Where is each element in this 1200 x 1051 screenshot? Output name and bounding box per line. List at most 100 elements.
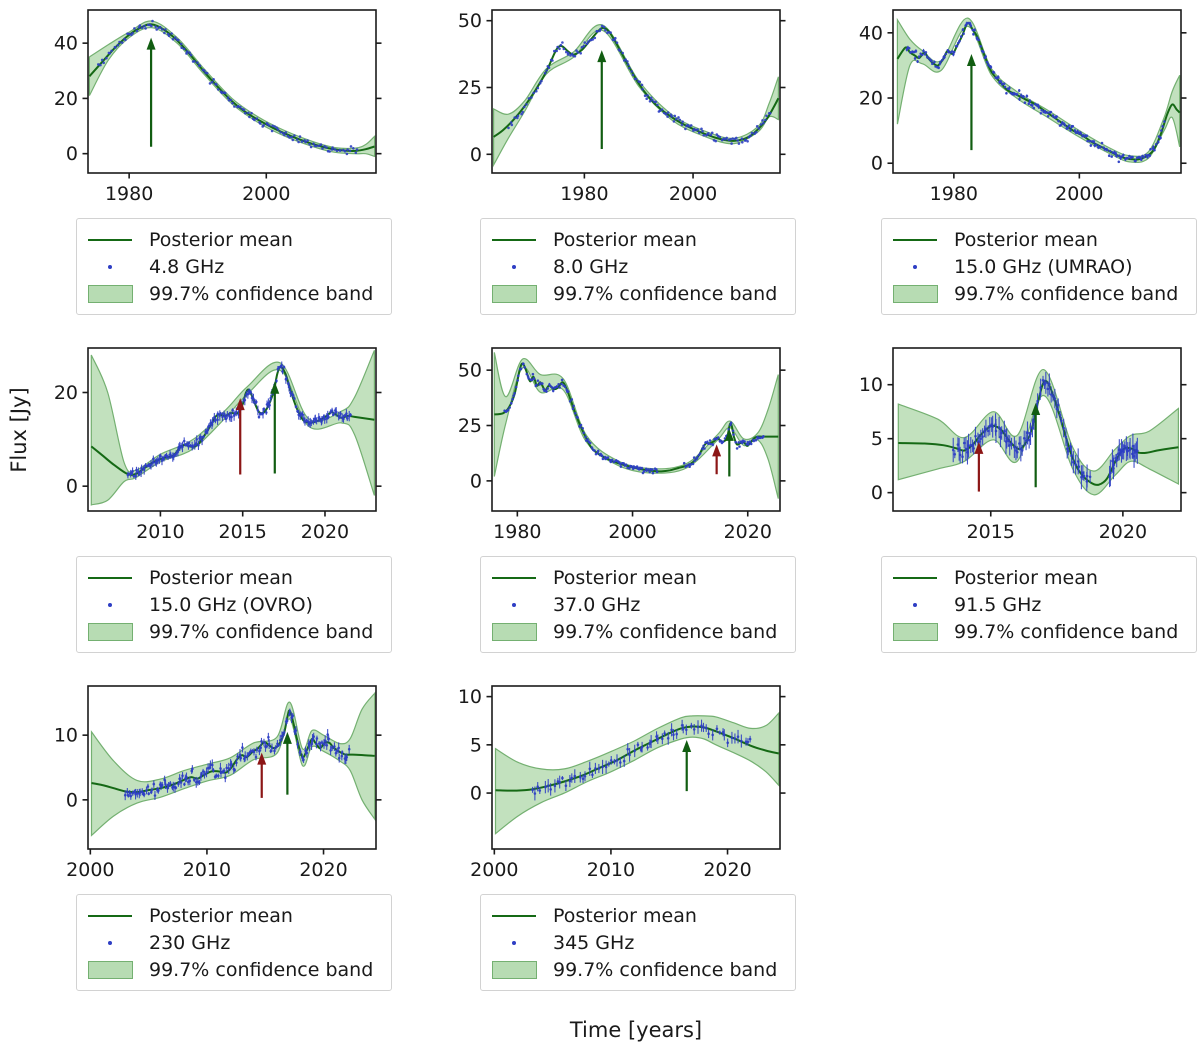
posterior-mean-line-swatch: [88, 576, 132, 579]
legend-label: 91.5 GHz: [954, 593, 1042, 616]
axis-ticks: 1980 2000 0 25 50: [458, 10, 786, 205]
axis-ticks: 2015 2020 0 5 10: [859, 374, 1187, 543]
flare-arrow-green: [282, 731, 292, 795]
confidence-band: [493, 352, 779, 499]
legend: Posterior mean 4.8 GHz 99.7% confidence ba…: [76, 218, 392, 315]
legend-label: 99.7% confidence band: [149, 620, 374, 643]
legend-label: Posterior mean: [149, 566, 293, 589]
x-tick-label: 1980: [560, 183, 608, 205]
flare-arrow-red: [712, 444, 722, 475]
y-tick-label: 0: [470, 144, 482, 166]
x-tick-label: 2000: [470, 859, 518, 881]
scatter-points: [503, 362, 765, 475]
scatter-points: [123, 708, 351, 801]
legend-item-band: 99.7% confidence band: [87, 618, 381, 645]
y-tick-label: 0: [66, 789, 78, 811]
axes-spines: [491, 347, 781, 512]
y-tick-label: 25: [458, 415, 482, 437]
legend-label: 230 GHz: [149, 931, 231, 954]
x-tick-label: 2000: [669, 183, 717, 205]
axes-spines: [87, 9, 377, 174]
x-tick-label: 2020: [299, 859, 347, 881]
y-tick-label: 25: [458, 77, 482, 99]
panel-345ghz: 2000 2010 2020 0 5 10 Posterior mean 345 GHz 99.…: [434, 678, 796, 992]
legend-item-band: 99.7% confidence band: [892, 618, 1186, 645]
legend: Posterior mean 91.5 GHz 99.7% confidence b…: [881, 556, 1197, 653]
legend-label: Posterior mean: [954, 228, 1098, 251]
x-tick-label: 2010: [136, 521, 184, 543]
flare-arrow-green: [724, 428, 734, 477]
legend-item-data: 8.0 GHz: [491, 253, 785, 280]
panel-4-8ghz: 1980 2000 0 20 40 Posterior mean 4.8 GHz 99.7% …: [30, 2, 392, 316]
y-tick-label: 50: [458, 360, 482, 382]
y-tick-label: 20: [859, 88, 883, 110]
legend-label: 37.0 GHz: [553, 593, 641, 616]
legend-item-band: 99.7% confidence band: [892, 280, 1186, 307]
confidence-band: [897, 369, 1179, 496]
legend-label: 4.8 GHz: [149, 255, 225, 278]
flare-arrow-green: [682, 740, 692, 792]
y-tick-label: 5: [871, 428, 883, 450]
axis-ticks: 1980 2000 0 20 40: [859, 22, 1187, 205]
legend-item-band: 99.7% confidence band: [491, 618, 785, 645]
legend-item-band: 99.7% confidence band: [491, 956, 785, 983]
scatter-dot-swatch: [108, 264, 112, 269]
axis-ticks: 1980 2000 2020 0 25 50: [458, 360, 786, 543]
plot-svg: 2000 2010 2020 0 5 10: [458, 685, 786, 881]
scatter-dot-swatch: [512, 940, 516, 945]
y-tick-label: 10: [458, 686, 482, 708]
legend-item-posterior-mean: Posterior mean: [87, 226, 381, 253]
posterior-mean-line-swatch: [893, 576, 937, 579]
legend-item-posterior-mean: Posterior mean: [491, 226, 785, 253]
scatter-dot-swatch: [108, 602, 112, 607]
legend-item-posterior-mean: Posterior mean: [892, 564, 1186, 591]
plot-svg: 1980 2000 0 20 40: [54, 9, 382, 205]
legend-item-band: 99.7% confidence band: [87, 956, 381, 983]
legend: Posterior mean 345 GHz 99.7% confidence ba…: [480, 894, 796, 991]
posterior-mean-line-swatch: [492, 238, 536, 241]
panel-8-0ghz: 1980 2000 0 25 50 Posterior mean 8.0 GHz 99.7% …: [434, 2, 796, 316]
scatter-dot-swatch: [512, 602, 516, 607]
x-tick-label: 2010: [587, 859, 635, 881]
legend-label: 345 GHz: [553, 931, 635, 954]
legend-label: 15.0 GHz (UMRAO): [954, 255, 1133, 278]
posterior-mean-line-swatch: [88, 238, 132, 241]
flare-arrow-green: [270, 381, 280, 474]
flare-arrow-red: [257, 752, 267, 798]
x-tick-label: 2000: [242, 183, 290, 205]
plot-svg: 2000 2010 2020 0 10: [54, 685, 382, 881]
x-tick-label: 2000: [66, 859, 114, 881]
scatter-points: [905, 21, 1166, 164]
y-axis-label: Flux [Jy]: [7, 387, 31, 473]
legend-label: Posterior mean: [149, 228, 293, 251]
posterior-mean-line-swatch: [492, 576, 536, 579]
y-tick-label: 0: [871, 482, 883, 504]
legend-item-posterior-mean: Posterior mean: [87, 564, 381, 591]
legend: Posterior mean 15.0 GHz (OVRO) 99.7% confi…: [76, 556, 392, 653]
posterior-mean-line-swatch: [492, 914, 536, 917]
confidence-band-swatch: [491, 622, 537, 641]
scatter-points: [531, 719, 752, 801]
y-tick-label: 0: [470, 470, 482, 492]
confidence-band: [493, 24, 779, 168]
legend-label: 15.0 GHz (OVRO): [149, 593, 313, 616]
x-tick-label: 2020: [301, 521, 349, 543]
y-tick-label: 40: [859, 22, 883, 44]
legend: Posterior mean 230 GHz 99.7% confidence ba…: [76, 894, 392, 991]
legend-label: Posterior mean: [954, 566, 1098, 589]
panel-15ghz-umrao: 1980 2000 0 20 40 Posterior mean 15.0 GHz (UMR…: [835, 2, 1197, 316]
flare-arrow-green: [146, 37, 156, 147]
flare-arrow-red: [974, 441, 984, 492]
posterior-mean-line-swatch: [893, 238, 937, 241]
legend-item-data: 15.0 GHz (OVRO): [87, 591, 381, 618]
legend-item-posterior-mean: Posterior mean: [491, 902, 785, 929]
panel-37ghz: 1980 2000 2020 0 25 50 Posterior mean 37.0 GHz 9…: [434, 340, 796, 654]
legend-label: Posterior mean: [553, 904, 697, 927]
panel-91-5ghz: 2015 2020 0 5 10 Posterior mean 91.5 GHz 99.7% …: [835, 340, 1197, 654]
legend-label: 99.7% confidence band: [553, 620, 778, 643]
axis-ticks: 2010 2015 2020 0 20: [54, 382, 382, 543]
x-tick-label: 2015: [967, 521, 1015, 543]
x-tick-label: 2010: [183, 859, 231, 881]
legend-item-data: 230 GHz: [87, 929, 381, 956]
posterior-mean-line-swatch: [88, 914, 132, 917]
